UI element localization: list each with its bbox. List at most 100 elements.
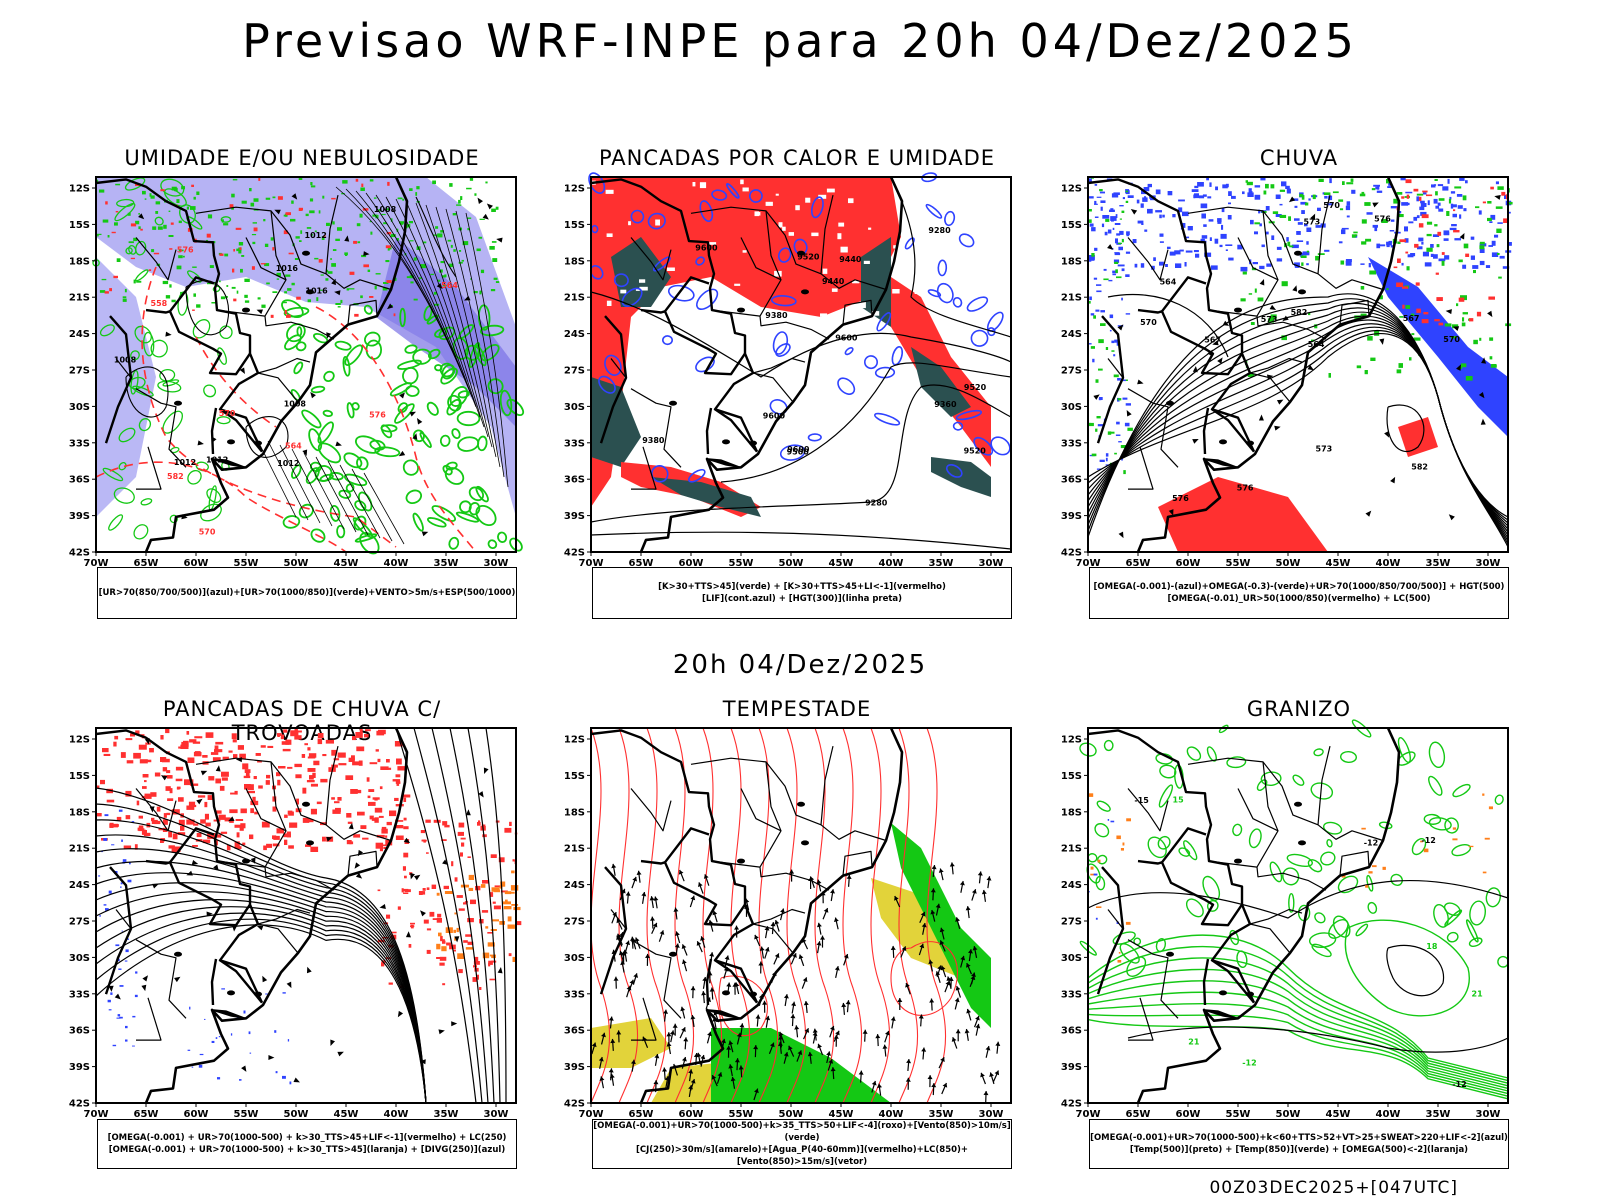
- convection-red-cell: [491, 960, 497, 963]
- wind-vector: [834, 966, 840, 978]
- omega-weak-cell: [1507, 211, 1511, 214]
- convection-red-cell: [509, 821, 512, 826]
- divergence-blue-cell: [121, 930, 123, 932]
- hgt-label: 564: [1160, 278, 1177, 287]
- convection-red-cell: [205, 822, 211, 827]
- lat-tick-label: 33S: [1061, 989, 1082, 1000]
- vector-head: [946, 976, 952, 982]
- thickness-marker: [272, 247, 275, 251]
- convection-red-cell: [176, 787, 180, 790]
- panel-title-chuva: CHUVA: [1259, 146, 1339, 170]
- map-frame: [95, 176, 517, 553]
- convection-red-cell: [304, 743, 308, 746]
- omega-strong-cell: [1426, 233, 1432, 237]
- omega-weak-cell: [1140, 263, 1145, 268]
- panel-title-granizo: GRANIZO: [1246, 697, 1352, 721]
- convection-red-cell: [166, 770, 171, 774]
- divergence-blue-cell: [239, 1079, 242, 1081]
- country-border: [705, 958, 713, 1006]
- convection-red-cell: [142, 774, 149, 778]
- humidity-low-cell: [394, 277, 397, 281]
- omega-strong-cell: [1497, 186, 1504, 190]
- omega-weak-cell: [1324, 249, 1330, 252]
- lake: [1298, 840, 1306, 846]
- omega-weak-cell: [1093, 277, 1098, 280]
- omega-red-cell: [1465, 253, 1470, 257]
- lon-tick-label: 50W: [1276, 558, 1301, 569]
- omega-strong-cell: [1369, 270, 1377, 275]
- convection-red-cell: [367, 795, 371, 799]
- lake: [722, 990, 730, 996]
- wind-vector: [820, 891, 826, 904]
- streamline-arrow: [1212, 340, 1219, 346]
- convection-red-cell: [410, 922, 415, 925]
- wind-vector: [935, 903, 941, 916]
- lon-tick-label: 55W: [1226, 1109, 1251, 1120]
- omega-weak-cell: [1132, 239, 1137, 244]
- omega-weak-cell: [1141, 223, 1144, 225]
- vector-head: [653, 896, 659, 901]
- wind-vector: [739, 1023, 745, 1036]
- lat-tick-label: 27S: [564, 917, 585, 928]
- divergence-blue-cell: [124, 960, 128, 962]
- convection-red-cell: [325, 739, 334, 744]
- wind-vector: [841, 1002, 847, 1015]
- vector-head: [790, 1014, 796, 1019]
- humidity-low-cell: [318, 210, 321, 214]
- temp850-contour: [1282, 867, 1300, 886]
- convection-red-cell: [163, 813, 167, 818]
- thickness-marker: [363, 264, 369, 268]
- convection-red-cell: [490, 854, 497, 858]
- omega-red-cell: [1438, 322, 1444, 326]
- divergence-blue-cell: [98, 875, 101, 877]
- humidity-low-cell: [433, 234, 438, 236]
- vector-head: [931, 1083, 937, 1088]
- state-border: [711, 860, 761, 868]
- omega-weak-cell: [1306, 241, 1309, 245]
- lon-tick-label: 35W: [434, 1109, 459, 1120]
- vector-head: [681, 959, 687, 965]
- lat-tick-label: 21S: [1061, 844, 1082, 855]
- temp850-contour: [1087, 1002, 1509, 1095]
- omega-weak-cell: [1345, 260, 1352, 266]
- vector-head: [809, 876, 815, 882]
- vector-head: [954, 997, 960, 1003]
- streamline-arrow: [355, 872, 363, 879]
- omega-weak-cell: [1159, 214, 1162, 219]
- precip-water-contour: [870, 727, 891, 1104]
- omega-strong-cell: [1479, 337, 1482, 341]
- lat-tick-label: 36S: [564, 1026, 585, 1037]
- omega-weak-cell: [1400, 177, 1406, 181]
- omega-weak-cell: [1390, 219, 1395, 222]
- state-border: [630, 388, 682, 468]
- temp850-contour: [1469, 900, 1487, 926]
- vector-head: [789, 869, 795, 874]
- convection-red-cell: [426, 852, 429, 854]
- humidity-low-contour: [128, 376, 146, 390]
- omega-weak-cell: [1099, 397, 1103, 400]
- panel-title-umidade: UMIDADE E/OU NEBULOSIDADE: [124, 146, 480, 170]
- vector-head: [858, 1070, 864, 1075]
- wind-vector: [628, 979, 635, 992]
- rio-de-la-plata: [211, 458, 246, 469]
- humidity-low-cell: [155, 211, 159, 214]
- humidity-low-cell: [449, 263, 454, 268]
- lon-tick-label: 35W: [1426, 1109, 1451, 1120]
- lat-tick-label: 30S: [564, 953, 585, 964]
- omega-red-cell: [1501, 191, 1506, 196]
- omega-weak-cell: [1169, 251, 1176, 256]
- convection-orange-cell: [512, 956, 516, 962]
- vector-head: [897, 998, 903, 1002]
- omega-weak-cell: [1178, 199, 1185, 202]
- omega-weak-cell: [1491, 252, 1499, 257]
- convection-red-cell: [397, 820, 404, 822]
- divergence-blue-cell: [103, 904, 107, 906]
- panel-title-pancadas-calor: PANCADAS POR CALOR E UMIDADE: [598, 146, 996, 170]
- wind-vector: [894, 895, 901, 908]
- vector-head: [616, 933, 622, 939]
- thickness-marker: [260, 263, 266, 265]
- wind-vector: [921, 1047, 927, 1060]
- country-border: [705, 407, 713, 455]
- wind-vector: [620, 960, 626, 973]
- humidity-low-contour: [301, 409, 322, 429]
